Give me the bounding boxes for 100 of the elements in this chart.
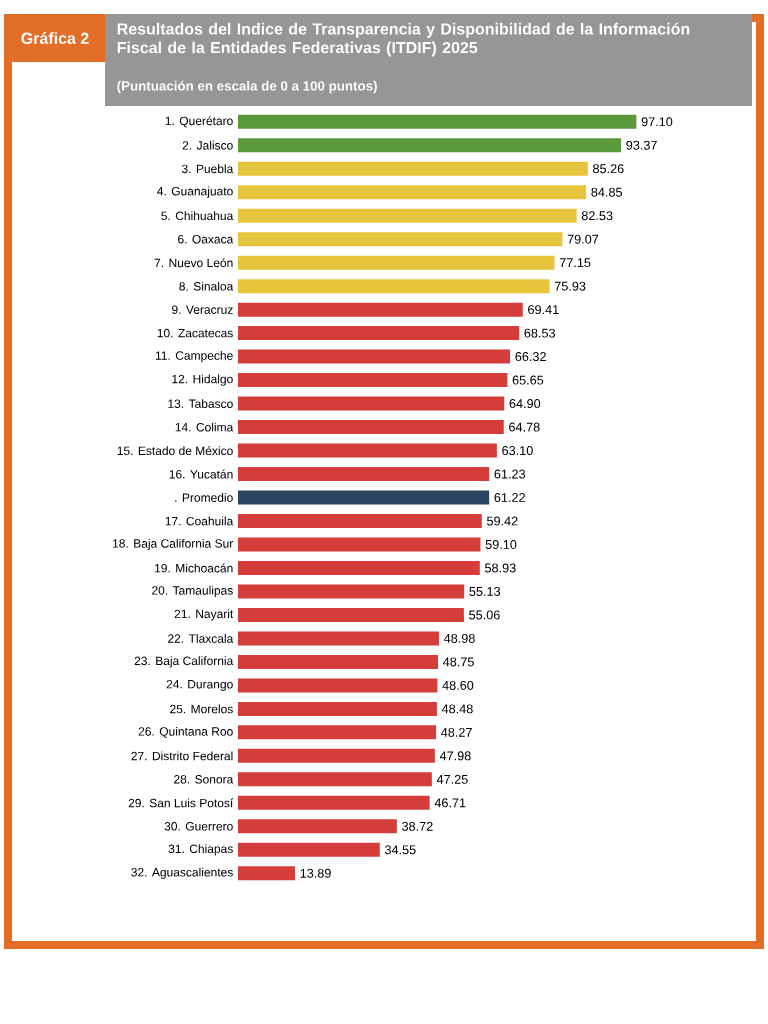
- data-label: 48.48: [441, 704, 473, 714]
- data-label: 13.89: [300, 868, 331, 878]
- bar: [238, 842, 380, 857]
- bar: [238, 161, 588, 176]
- bar: [238, 748, 435, 763]
- data-label: 63.10: [502, 446, 533, 456]
- y-tick-label: 15. Estado de México: [117, 446, 233, 456]
- data-label: 75.93: [554, 281, 586, 291]
- data-label: 48.75: [443, 657, 474, 667]
- bar: [238, 138, 622, 153]
- data-label: 47.98: [439, 751, 471, 761]
- y-tick-label: 25. Morelos: [170, 704, 233, 714]
- y-tick-label: 29. San Luis Potosí: [128, 798, 234, 808]
- data-label: 48.27: [441, 727, 472, 737]
- bar: [238, 255, 555, 270]
- bar: [238, 560, 480, 575]
- y-tick-label: 24. Durango: [166, 679, 233, 691]
- chart-title: Resultados del Indice de Transparencia y Disponibilidad de la Información Fiscal de la Entidades Federativas (ITDIF) 2025: [117, 22, 690, 57]
- y-tick-label: 28. Sonora: [174, 775, 234, 784]
- data-label: 77.15: [559, 258, 591, 268]
- data-label: 55.13: [469, 586, 501, 596]
- bar: [238, 631, 439, 646]
- y-tick-label: 12. Hidalgo: [172, 374, 233, 386]
- y-tick-label: 11. Campeche: [155, 351, 233, 363]
- data-label: 55.06: [469, 610, 500, 620]
- bar: [238, 490, 490, 505]
- y-tick-label: 10. Zacatecas: [157, 328, 233, 338]
- y-tick-label: 32. Aguascalientes: [131, 867, 233, 879]
- y-tick-label: 17. Coahuila: [165, 516, 234, 526]
- y-tick-label: 14. Colima: [175, 422, 234, 432]
- bar: [238, 373, 508, 388]
- data-label: 66.32: [515, 352, 546, 362]
- y-tick-label: 6. Oaxaca: [178, 234, 234, 244]
- bar: [238, 514, 482, 528]
- y-tick-label: 27. Distrito Federal: [131, 751, 233, 761]
- data-label: 34.55: [384, 845, 416, 855]
- bar: [238, 185, 587, 200]
- data-label: 59.10: [485, 540, 517, 549]
- y-tick-label: 23. Baja California: [134, 656, 234, 668]
- data-label: 79.07: [567, 234, 599, 244]
- data-label: 84.85: [591, 187, 622, 197]
- bar: [238, 654, 439, 669]
- bar: [238, 678, 438, 693]
- bar: [238, 866, 295, 881]
- data-label: 38.72: [402, 821, 433, 831]
- y-tick-label: 19. Michoacán: [155, 563, 233, 573]
- data-label: 65.65: [512, 375, 544, 385]
- bar: [238, 302, 523, 317]
- data-label: 46.71: [434, 798, 466, 808]
- y-tick-label: 16. Yucatán: [169, 469, 233, 479]
- y-tick-label: 5. Chihuahua: [161, 211, 234, 221]
- bar: [238, 326, 520, 341]
- bar: [238, 584, 465, 599]
- bar: [238, 467, 490, 482]
- y-tick-label: 22. Tlaxcala: [168, 634, 234, 643]
- bar: [238, 607, 464, 622]
- y-tick-label: 3. Puebla: [181, 164, 234, 174]
- y-tick-label: 26. Quintana Roo: [138, 726, 233, 738]
- y-tick-label: 1. Querétaro: [165, 116, 233, 128]
- y-tick-label: 21. Nayarit: [174, 609, 234, 621]
- data-label: 64.78: [509, 422, 540, 432]
- bar: [238, 232, 563, 247]
- data-label: 64.90: [509, 399, 541, 409]
- y-tick-label: 9. Veracruz: [172, 305, 233, 314]
- y-tick-label: 8. Sinaloa: [179, 281, 234, 291]
- bar: [238, 279, 550, 294]
- bar: [238, 114, 637, 129]
- y-tick-label: 4. Guanajuato: [157, 186, 233, 198]
- bar: [238, 772, 432, 787]
- data-label: 47.25: [436, 774, 468, 784]
- data-label: 58.93: [484, 563, 516, 573]
- bar: [238, 396, 505, 411]
- chart-subtitle: (Puntuación en escala de 0 a 100 puntos): [117, 80, 377, 94]
- y-tick-label: . Promedio: [175, 493, 233, 502]
- bar: [238, 208, 577, 223]
- y-tick-label: 13. Tabasco: [168, 399, 233, 408]
- data-label: 48.60: [442, 680, 474, 690]
- y-tick-label: 30. Guerrero: [164, 822, 233, 831]
- data-label: 61.22: [494, 493, 525, 502]
- bar: [238, 443, 497, 458]
- bar: [238, 701, 437, 716]
- data-label: 69.41: [528, 305, 559, 315]
- data-label: 82.53: [581, 211, 613, 221]
- bar: [238, 349, 511, 364]
- bar: [238, 819, 397, 834]
- bar: [238, 420, 504, 435]
- bar: [238, 725, 437, 740]
- data-label: 68.53: [524, 328, 555, 338]
- bar: [238, 795, 430, 810]
- y-tick-label: 18. Baja California Sur: [113, 538, 234, 551]
- data-label: 61.23: [494, 469, 526, 479]
- y-tick-label: 20. Tamaulipas: [152, 585, 233, 598]
- y-tick-label: 31. Chiapas: [168, 844, 233, 856]
- y-tick-label: 2. Jalisco: [182, 140, 233, 150]
- data-label: 93.37: [626, 140, 657, 150]
- data-label: 97.10: [641, 117, 673, 127]
- data-label: 85.26: [593, 164, 624, 174]
- data-label: 48.98: [443, 633, 475, 643]
- y-tick-label: 7. Nuevo León: [154, 258, 233, 268]
- text: Gráfica 2: [21, 32, 89, 44]
